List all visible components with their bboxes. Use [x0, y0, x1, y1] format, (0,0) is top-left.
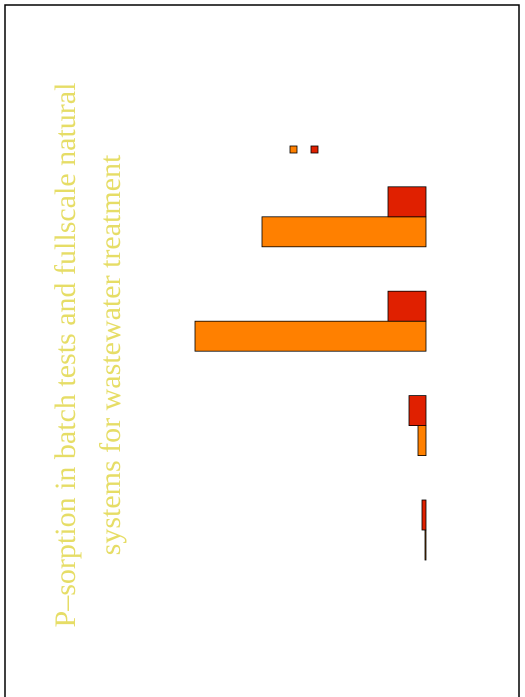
bar — [261, 216, 427, 248]
legend-swatch — [289, 145, 298, 154]
title-line: systems for wastewater treatment — [94, 154, 127, 555]
title-line: P–sorption in batch tests and fullscale … — [49, 83, 82, 628]
bar — [421, 499, 427, 531]
legend-swatch — [310, 145, 319, 154]
bar — [417, 425, 427, 457]
bar — [387, 186, 427, 218]
bar — [387, 290, 427, 322]
bar — [194, 320, 427, 352]
bar — [408, 395, 427, 427]
bar — [424, 529, 427, 561]
